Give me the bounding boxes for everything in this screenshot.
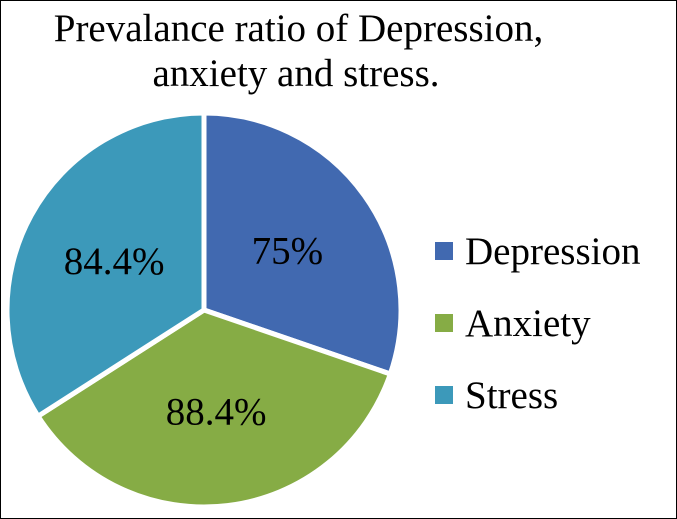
legend-item-stress: Stress (435, 359, 640, 431)
pie-slice-anxiety (35, 307, 393, 510)
data-label-depression: 75% (252, 229, 324, 272)
legend-label-stress: Stress (465, 373, 559, 417)
legend-label-anxiety: Anxiety (465, 301, 591, 345)
legend-label-depression: Depression (465, 229, 641, 273)
legend-swatch-depression (435, 242, 453, 260)
legend-swatch-anxiety (435, 314, 453, 332)
pie-slice-depression (201, 110, 404, 377)
pie-slice-stress (4, 110, 207, 419)
legend-item-depression: Depression (435, 215, 640, 287)
chart-title-line-1: Prevalance ratio of Depression, (53, 7, 544, 50)
data-label-anxiety: 88.4% (166, 391, 267, 434)
chart-legend: Depression Anxiety Stress (435, 215, 640, 431)
legend-swatch-stress (435, 386, 453, 404)
chart-title-line-2: anxiety and stress. (152, 52, 440, 95)
legend-item-anxiety: Anxiety (435, 287, 640, 359)
data-label-stress: 84.4% (64, 240, 165, 283)
chart-title: Prevalance ratio of Depression, anxiety … (0, 6, 677, 96)
